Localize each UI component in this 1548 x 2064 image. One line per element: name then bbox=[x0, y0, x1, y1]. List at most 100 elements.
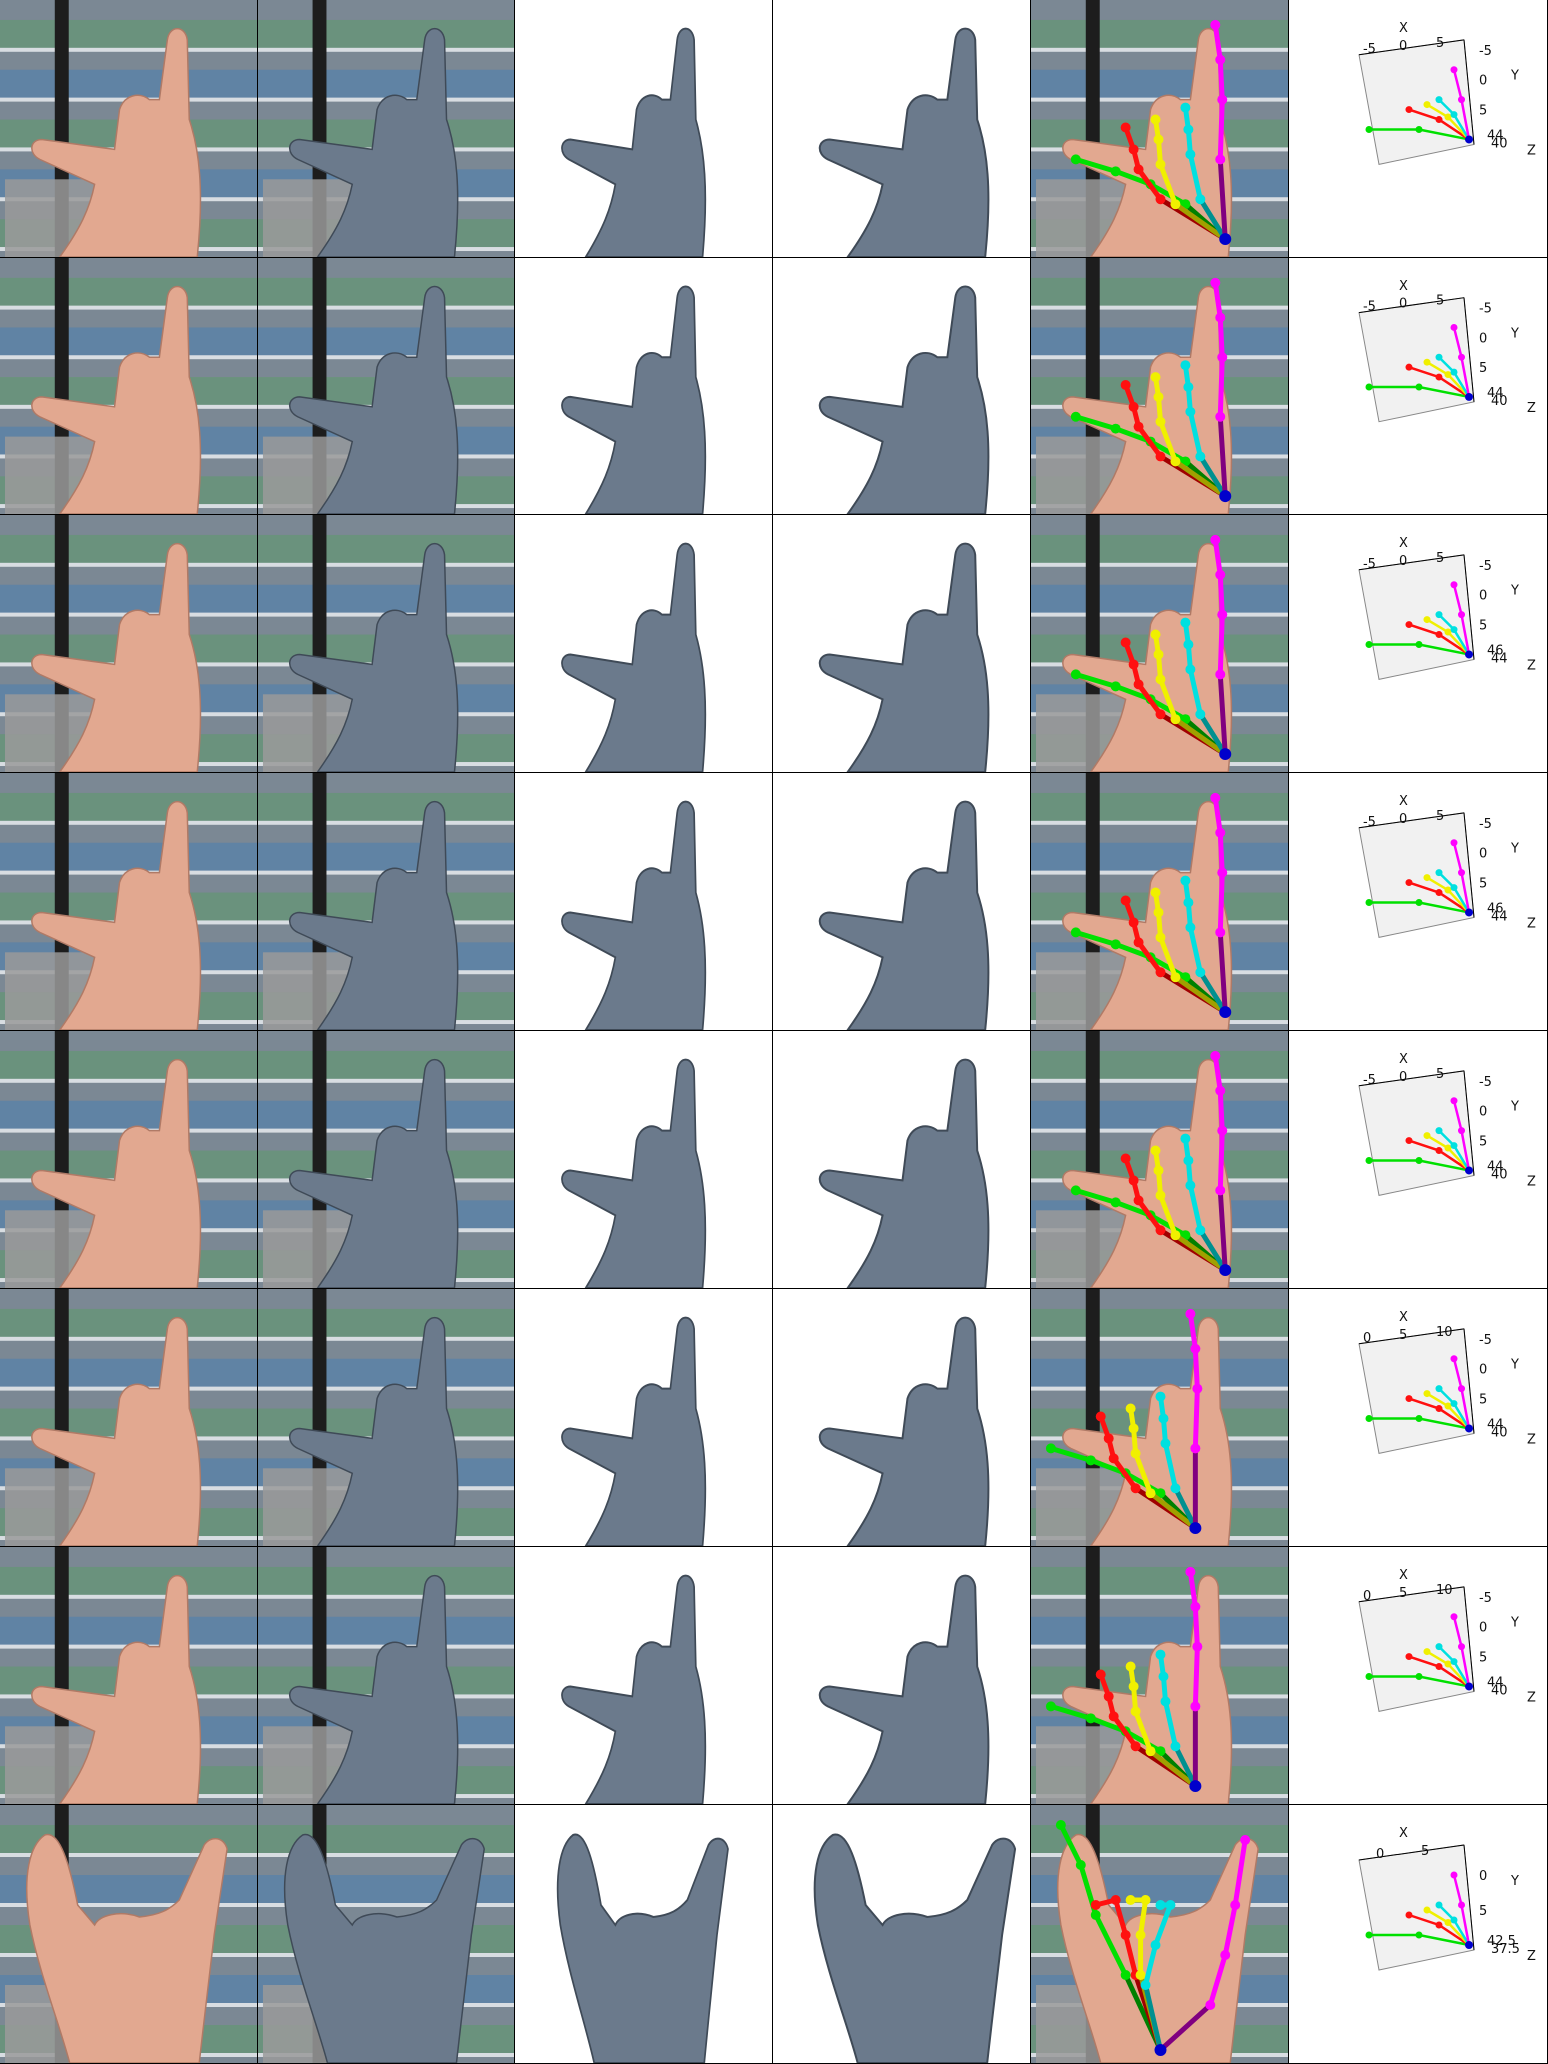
ring-joint bbox=[1435, 611, 1443, 619]
middle-keypoint bbox=[1125, 1403, 1136, 1414]
pinky-joint bbox=[1458, 1127, 1465, 1135]
x-tick-label: 5 bbox=[1436, 36, 1444, 51]
thumb-keypoint bbox=[1120, 1970, 1131, 1980]
wrist-joint bbox=[1465, 1682, 1473, 1691]
x-tick-label: 5 bbox=[1399, 1586, 1407, 1601]
hand-mesh bbox=[289, 542, 459, 772]
z-tick-label: 46 bbox=[1487, 901, 1504, 916]
pinky-joint bbox=[1450, 1097, 1458, 1105]
pinky-keypoint bbox=[1192, 1641, 1203, 1652]
middle-keypoint bbox=[1125, 1895, 1136, 1905]
mesh-front-image bbox=[515, 258, 772, 514]
y-tick-label: 5 bbox=[1479, 619, 1487, 634]
x-axis-label: X bbox=[1399, 1052, 1408, 1067]
pinky-joint bbox=[1458, 611, 1465, 619]
index-keypoint bbox=[1128, 401, 1139, 412]
ring-joint bbox=[1450, 1400, 1458, 1408]
middle-keypoint bbox=[1130, 1448, 1141, 1459]
middle-joint bbox=[1444, 1144, 1452, 1152]
ring-keypoint bbox=[1160, 1696, 1171, 1707]
plot-pane bbox=[1358, 39, 1475, 165]
x-tick-label: 5 bbox=[1421, 1844, 1429, 1859]
pinky-keypoint bbox=[1190, 1601, 1201, 1612]
skeleton-3d-cell: -5 0 5 X -5 0 5 Y 46 44 Z bbox=[1289, 773, 1548, 1031]
index-joint bbox=[1435, 116, 1443, 124]
ring-keypoint bbox=[1183, 124, 1194, 135]
hand bbox=[31, 542, 202, 772]
x-tick-label: 5 bbox=[1436, 551, 1444, 566]
ring-keypoint bbox=[1185, 922, 1196, 933]
pinky-keypoint bbox=[1185, 1308, 1196, 1319]
hand-mesh bbox=[289, 800, 459, 1030]
hand-mesh bbox=[813, 1833, 1017, 2063]
z-tick-label: 44 bbox=[1487, 1417, 1504, 1432]
x-tick-label: -5 bbox=[1363, 1073, 1376, 1088]
index-joint bbox=[1435, 1921, 1443, 1929]
hand bbox=[1062, 27, 1233, 257]
keypoints-overlay-cell bbox=[1031, 0, 1289, 258]
keypoints-overlay-image bbox=[1031, 1805, 1288, 2063]
x-axis-label: X bbox=[1399, 21, 1408, 36]
x-tick-label: 5 bbox=[1436, 809, 1444, 824]
pinky-keypoint bbox=[1190, 1343, 1201, 1354]
middle-keypoint bbox=[1155, 1190, 1166, 1201]
x-tick-label: 10 bbox=[1436, 1325, 1453, 1340]
wrist-keypoint bbox=[1219, 1006, 1232, 1019]
y-tick-label: 0 bbox=[1479, 847, 1487, 862]
index-keypoint bbox=[1103, 1691, 1114, 1702]
wrist-keypoint bbox=[1219, 1264, 1232, 1277]
x-tick-label: -5 bbox=[1363, 300, 1376, 315]
index-keypoint bbox=[1133, 164, 1144, 175]
x-tick-label: 5 bbox=[1399, 1328, 1407, 1343]
x-tick-label: 0 bbox=[1376, 1847, 1384, 1862]
middle-joint bbox=[1423, 616, 1431, 624]
mesh-overlay-image bbox=[258, 0, 514, 257]
mesh-side-image bbox=[773, 515, 1030, 772]
keypoints-overlay-image bbox=[1031, 515, 1288, 772]
middle-joint bbox=[1423, 1132, 1431, 1140]
index-keypoint bbox=[1133, 421, 1144, 432]
thumb-keypoint bbox=[1110, 423, 1121, 434]
index-keypoint bbox=[1128, 1175, 1139, 1186]
mesh-front-image bbox=[515, 1031, 772, 1288]
hand-mesh bbox=[561, 542, 707, 772]
y-tick-label: 0 bbox=[1479, 1363, 1487, 1378]
middle-keypoint bbox=[1170, 1230, 1181, 1241]
index-keypoint bbox=[1155, 709, 1166, 720]
index-keypoint bbox=[1110, 1895, 1121, 1905]
middle-keypoint bbox=[1153, 134, 1164, 145]
mesh-side-cell bbox=[773, 1805, 1031, 2064]
middle-keypoint bbox=[1128, 1681, 1139, 1692]
mesh-overlay-image bbox=[258, 258, 514, 514]
middle-joint bbox=[1444, 886, 1452, 894]
index-joint bbox=[1405, 1911, 1413, 1919]
middle-keypoint bbox=[1130, 1706, 1141, 1717]
pinky-keypoint bbox=[1190, 1701, 1201, 1712]
middle-keypoint bbox=[1155, 159, 1166, 170]
pinky-keypoint bbox=[1220, 1950, 1231, 1960]
middle-keypoint bbox=[1170, 199, 1181, 210]
ring-keypoint bbox=[1183, 382, 1194, 392]
x-tick-label: 5 bbox=[1436, 1067, 1444, 1082]
mesh-front-cell bbox=[515, 1289, 773, 1547]
plot-pane bbox=[1358, 1586, 1475, 1712]
pinky-joint bbox=[1458, 96, 1465, 104]
y-tick-label: 0 bbox=[1479, 1105, 1487, 1120]
mesh-overlay-cell bbox=[258, 1547, 515, 1805]
photo-image bbox=[0, 1805, 257, 2063]
middle-joint bbox=[1444, 1660, 1452, 1668]
middle-joint bbox=[1423, 358, 1431, 366]
photo-image bbox=[0, 1289, 257, 1546]
ring-keypoint bbox=[1195, 967, 1206, 978]
thumb-joint bbox=[1415, 641, 1423, 648]
middle-keypoint bbox=[1150, 629, 1161, 640]
photo-image bbox=[0, 258, 257, 514]
pinky-keypoint bbox=[1215, 669, 1226, 680]
middle-keypoint bbox=[1145, 1488, 1156, 1499]
mesh-front-cell bbox=[515, 515, 773, 773]
x-axis-label: X bbox=[1399, 1310, 1408, 1325]
ring-joint bbox=[1435, 1643, 1443, 1651]
